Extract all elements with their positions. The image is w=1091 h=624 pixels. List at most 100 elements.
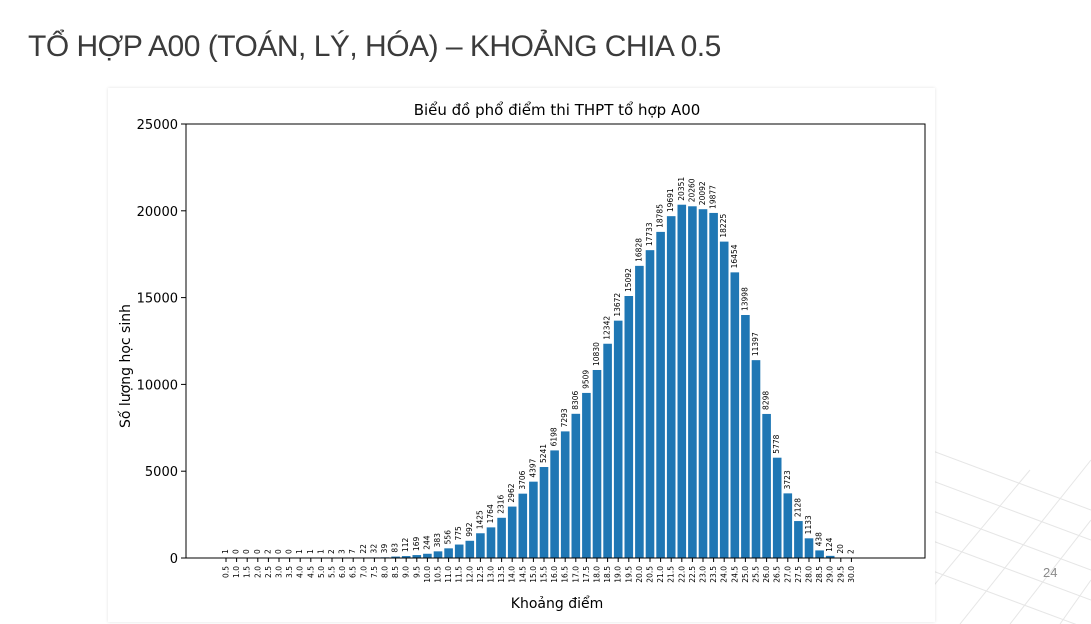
- bar: [539, 467, 549, 558]
- x-tick-label: 16.5: [561, 566, 570, 583]
- bar-value-label: 1425: [475, 510, 484, 529]
- bar-value-label: 15092: [624, 268, 633, 292]
- bar: [815, 550, 824, 558]
- bar-value-label: 438: [815, 532, 824, 547]
- x-tick-label: 20.0: [635, 566, 644, 583]
- x-tick-label: 2.0: [253, 566, 262, 578]
- x-tick-label: 7.5: [370, 566, 379, 578]
- x-tick-label: 12.5: [476, 566, 485, 583]
- y-tick-label: 10000: [137, 378, 178, 393]
- bar: [560, 431, 570, 558]
- bar: [550, 450, 559, 558]
- bar-value-label: 383: [433, 533, 442, 548]
- bar-value-label: 8298: [762, 391, 771, 410]
- bar-value-label: 992: [465, 522, 474, 537]
- x-tick-label: 21.0: [656, 566, 665, 583]
- bar-value-label: 1: [221, 549, 230, 554]
- x-tick-label: 1.0: [232, 566, 241, 578]
- x-tick-label: 19.0: [614, 566, 623, 583]
- bar-value-label: 244: [422, 535, 431, 550]
- x-tick-label: 26.0: [762, 566, 771, 583]
- x-tick-label: 25.0: [741, 566, 750, 583]
- x-tick-label: 29.0: [826, 566, 835, 583]
- bar-value-label: 20: [836, 544, 845, 554]
- bar: [423, 553, 432, 558]
- x-tick-label: 24.5: [730, 566, 739, 583]
- y-axis-label: Số lượng học sinh: [117, 304, 134, 428]
- bar-value-label: 2: [327, 549, 336, 554]
- bar-value-label: 0: [285, 549, 294, 554]
- y-tick-label: 15000: [137, 292, 178, 307]
- decorative-grid-pattern: [930, 449, 1091, 624]
- bar-value-label: 3706: [518, 470, 527, 489]
- x-tick-label: 4.0: [296, 566, 305, 578]
- bar: [794, 521, 803, 558]
- x-tick-label: 19.5: [624, 566, 633, 583]
- bar-value-label: 10830: [592, 342, 601, 366]
- bar-value-label: 19691: [666, 188, 675, 212]
- bar: [645, 250, 655, 558]
- bar-value-label: 32: [369, 544, 378, 554]
- bar-value-label: 20260: [687, 178, 696, 202]
- x-tick-label: 3.0: [275, 566, 284, 578]
- bar-value-label: 3723: [783, 470, 792, 489]
- bar: [751, 360, 761, 558]
- bar-value-label: 1133: [804, 515, 813, 534]
- x-tick-label: 26.5: [773, 566, 782, 583]
- x-tick-label: 6.5: [349, 566, 358, 578]
- bar-value-label: 1: [295, 549, 304, 554]
- x-tick-label: 30.0: [847, 566, 856, 583]
- bar-value-label: 2128: [793, 498, 802, 517]
- x-tick-label: 10.5: [434, 566, 443, 583]
- y-tick-label: 0: [170, 552, 178, 567]
- bar: [454, 544, 464, 558]
- bar-value-label: 20351: [677, 177, 686, 201]
- bar-value-label: 19877: [709, 185, 718, 209]
- bar-value-label: 83: [391, 543, 400, 553]
- x-tick-label: 20.5: [646, 566, 655, 583]
- x-tick-label: 27.0: [783, 566, 792, 583]
- bar-chart: Biểu đồ phổ điểm thi THPT tổ hợp A00 Số …: [117, 101, 926, 612]
- value-labels-group: 1 0 0 0 2 0 0 1 1 1 2 3 7 22 32 39 83 112 169 244 383 556 775 9…: [221, 177, 855, 554]
- bar-value-label: 7293: [560, 408, 569, 427]
- x-tick-label: 22.0: [677, 566, 686, 583]
- bar-value-label: 556: [444, 530, 453, 545]
- bar: [571, 413, 581, 558]
- bar-value-label: 12342: [603, 316, 612, 340]
- x-tick-label: 9.0: [402, 566, 411, 578]
- bar: [772, 457, 782, 558]
- x-tick-label: 6.0: [338, 566, 347, 578]
- x-tick-label: 15.5: [540, 566, 549, 583]
- bar-value-label: 1: [316, 549, 325, 554]
- bar: [656, 231, 665, 558]
- x-tick-label: 7.0: [359, 566, 368, 578]
- bar: [465, 540, 475, 558]
- bar-value-label: 18785: [656, 204, 665, 228]
- bar: [709, 212, 718, 558]
- bar-value-label: 16454: [730, 244, 739, 268]
- y-axis-ticks: 0 5000 10000 15000 20000 25000: [137, 118, 186, 567]
- bar-value-label: 0: [274, 549, 283, 554]
- bar-value-label: 124: [825, 537, 834, 552]
- bar: [783, 493, 793, 558]
- bar-value-label: 775: [454, 526, 463, 541]
- x-tick-label: 11.0: [444, 566, 453, 583]
- bar: [592, 369, 602, 558]
- bar-value-label: 8306: [571, 390, 580, 409]
- x-tick-label: 28.0: [805, 566, 814, 583]
- bar-value-label: 0: [253, 549, 262, 554]
- bar: [497, 517, 506, 558]
- x-tick-label: 3.5: [285, 566, 294, 578]
- x-tick-label: 5.0: [317, 566, 326, 578]
- bar-value-label: 20092: [698, 181, 707, 205]
- bars-group: [221, 204, 856, 558]
- bar: [741, 314, 750, 558]
- x-tick-label: 11.5: [455, 566, 464, 583]
- x-tick-label: 16.0: [550, 566, 559, 583]
- bar-value-label: 18225: [719, 214, 728, 238]
- slide-title: TỔ HỢP A00 (TOÁN, LÝ, HÓA) – KHOẢNG CHIA…: [28, 30, 721, 63]
- x-tick-label: 4.5: [306, 566, 315, 578]
- x-tick-label: 17.5: [582, 566, 591, 583]
- bar-value-label: 17733: [645, 222, 654, 246]
- bar-value-label: 2: [263, 549, 272, 554]
